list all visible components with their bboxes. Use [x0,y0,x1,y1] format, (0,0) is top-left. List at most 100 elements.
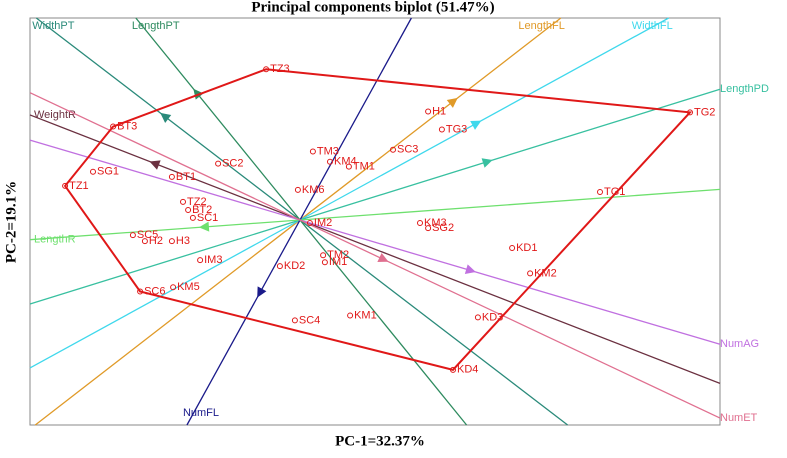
genotype-label: TG1 [604,186,625,198]
trait-arrowhead [446,97,458,108]
trait-label: WidthPT [32,20,74,32]
genotype-label: SG1 [97,166,119,178]
genotype-point [320,252,327,259]
trait-label: WidthFL [632,20,673,32]
trait-arrowhead [481,158,493,168]
genotype-point [110,123,117,130]
genotype-point [425,225,432,232]
genotype-label: KM5 [177,281,200,293]
genotype-point [168,173,175,180]
genotype-label: KD1 [516,242,537,254]
plot-frame [29,17,721,426]
genotype-point [390,146,396,153]
genotype-point [189,214,196,221]
genotype-label: KD2 [284,260,305,272]
genotype-point [90,168,96,175]
genotype-point [185,207,192,214]
trait-axis [29,114,721,385]
genotype-point [137,288,144,295]
trait-axis [29,139,721,345]
genotype-point [345,163,352,170]
genotype-point [417,220,423,227]
genotype-point [291,317,298,324]
genotype-point [197,257,204,264]
genotype-point [438,126,445,133]
genotype-label: TM3 [317,145,339,157]
genotype-label: TZ1 [69,180,89,192]
genotype-point [474,314,481,321]
trait-arrowhead [149,160,161,170]
genotype-label: IM3 [204,254,222,266]
trait-label: LengthPD [720,83,769,95]
genotype-point [306,220,313,227]
trait-axis [186,17,412,426]
genotype-label: SC3 [397,144,418,156]
genotype-label: SC1 [197,212,218,224]
genotype-label: SC5 [137,229,158,241]
genotype-point [309,148,316,155]
genotype-label: H3 [176,235,190,247]
genotype-point [180,198,186,205]
genotype-label: H2 [149,235,163,247]
y-axis-label: PC-2=19.1% [3,181,19,263]
chart-title: Principal components biplot (51.47%) [251,0,494,15]
trait-arrowhead [377,252,389,263]
trait-axis [29,88,721,305]
genotype-label: SC2 [222,158,243,170]
genotype-label: BT3 [117,120,137,132]
trait-arrowhead [257,286,267,298]
genotype-label: KM2 [534,267,557,279]
genotype-label: SC4 [299,314,320,326]
genotype-label: IM2 [314,217,332,229]
genotype-label: KM1 [354,309,377,321]
genotype-label: TG3 [446,123,467,135]
genotype-label: TG2 [694,106,715,118]
genotype-label: SG2 [432,222,454,234]
trait-label: NumET [720,412,758,424]
genotype-label: SC6 [144,285,165,297]
genotype-point [597,188,603,195]
trait-label: NumAG [720,338,759,350]
trait-label: LengthPT [132,20,180,32]
genotype-label: KM6 [302,184,325,196]
genotype-point [509,245,516,252]
genotype-point [294,186,301,193]
trait-arrowhead [160,112,172,123]
genotype-point [215,160,222,167]
genotype-point [425,108,432,115]
genotype-label: BT1 [176,171,196,183]
genotype-point [129,232,136,239]
genotype-point [450,366,456,373]
genotype-point [321,259,328,266]
genotype-label: KD4 [457,364,478,376]
trait-arrowhead [464,264,476,274]
genotype-point [687,109,693,116]
genotype-point [62,182,69,189]
trait-label: LengthR [34,234,76,246]
x-axis-label: PC-1=32.37% [335,433,425,449]
trait-axis [135,17,468,426]
trait-label: WeightR [34,109,76,121]
genotype-point [141,238,148,245]
genotype-label: TM1 [353,161,375,173]
trait-axis [29,188,721,241]
genotype-label: BT2 [192,204,212,216]
trait-label: NumFL [183,407,219,419]
genotype-label: KD3 [482,311,503,323]
genotype-point [263,66,270,73]
trait-arrowhead [198,221,210,232]
genotype-label: IM1 [329,256,347,268]
genotype-point [170,284,177,291]
genotype-point [347,312,354,319]
genotype-label: H1 [432,105,446,117]
trait-axis [29,17,670,369]
genotype-point [168,238,175,245]
genotype-label: TZ3 [270,63,290,75]
genotype-label: TM2 [327,249,349,261]
trait-axis [29,92,721,419]
genotype-point [527,270,534,277]
trait-label: LengthFL [518,20,564,32]
genotype-label: TZ2 [187,196,207,208]
hull [63,68,693,371]
